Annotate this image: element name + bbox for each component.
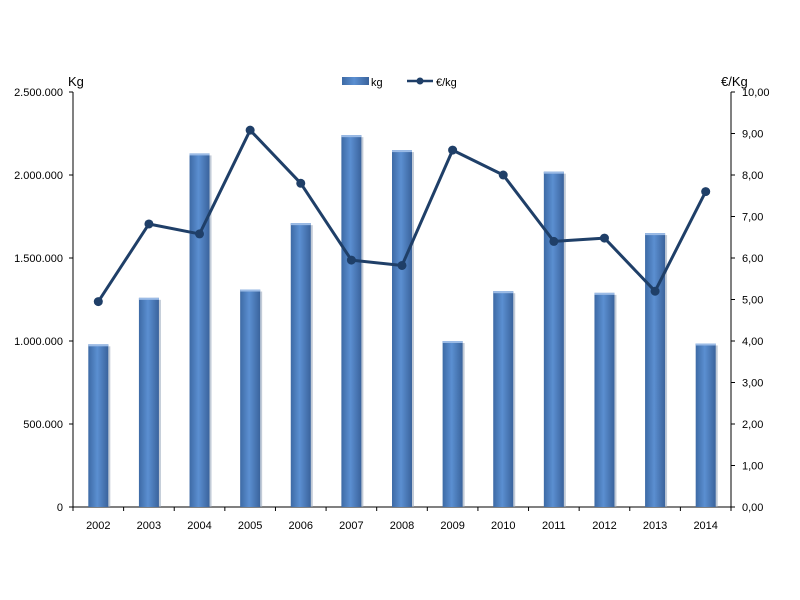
bar xyxy=(290,223,311,507)
price-point xyxy=(296,178,306,188)
bar-top xyxy=(594,292,615,295)
price-point xyxy=(549,236,559,246)
x-tick-label: 2007 xyxy=(339,520,363,532)
price-point xyxy=(599,233,609,243)
price-point xyxy=(195,229,205,239)
legend-kg-swatch xyxy=(342,77,369,85)
line-series xyxy=(93,125,711,307)
y-right-tick-label: 9,00 xyxy=(742,129,763,141)
y-left-tick-label: 2.500.000 xyxy=(14,87,63,99)
bar-top xyxy=(493,291,514,294)
y-left-tick-label: 1.500.000 xyxy=(14,253,63,265)
y-right-tick-label: 6,00 xyxy=(742,253,763,265)
y-right-tick-label: 8,00 xyxy=(742,170,763,182)
bar xyxy=(645,233,666,507)
price-point xyxy=(397,260,407,270)
y-left-ticks: 0 500.000 1.000.000 1.500.000 2.000.000 2.500… xyxy=(14,87,73,514)
y-right-tick-label: 4,00 xyxy=(742,336,763,348)
legend: kg €/kg xyxy=(342,77,457,89)
bar-top xyxy=(138,297,159,300)
bar-top xyxy=(341,135,362,138)
bar-top xyxy=(645,233,666,236)
bar-top xyxy=(290,223,311,226)
price-point xyxy=(701,187,711,197)
legend-eur-label: €/kg xyxy=(436,77,457,89)
price-point xyxy=(346,255,356,265)
x-ticks: 2002 2003 2004 2005 2006 2007 2008 2009 2010 2011… xyxy=(72,507,732,532)
y-right-tick-label: 5,00 xyxy=(742,295,763,307)
bar-top xyxy=(88,344,109,347)
y-right-tick-label: 10,00 xyxy=(742,87,770,99)
bar xyxy=(594,292,615,507)
price-point xyxy=(498,170,508,180)
x-tick-label: 2009 xyxy=(440,520,464,532)
y-right-tick-label: 3,00 xyxy=(742,378,763,390)
bar-top xyxy=(240,289,261,292)
bar xyxy=(240,289,261,507)
bar xyxy=(695,343,716,507)
bar-top xyxy=(392,150,412,153)
bar xyxy=(543,171,564,507)
bar-top xyxy=(543,171,564,174)
price-point xyxy=(245,125,255,135)
legend-kg-label: kg xyxy=(371,77,383,89)
x-tick-label: 2011 xyxy=(542,520,566,532)
x-tick-label: 2008 xyxy=(390,520,414,532)
y-right-tick-label: 2,00 xyxy=(742,419,763,431)
x-tick-label: 2006 xyxy=(289,520,313,532)
bar xyxy=(341,135,362,507)
bar xyxy=(392,150,412,507)
bar-top xyxy=(442,341,463,343)
x-tick-label: 2003 xyxy=(137,520,161,532)
bar-top xyxy=(189,153,210,156)
y-right-label: €/Kg xyxy=(721,74,748,89)
bar xyxy=(138,297,159,507)
y-left-label: Kg xyxy=(68,74,84,89)
y-right-ticks: 0,00 1,00 2,00 3,00 4,00 5,00 6,00 7,00 8,00 9,00… xyxy=(731,87,770,514)
bar xyxy=(88,344,109,507)
bar-top xyxy=(695,343,716,346)
y-right-tick-label: 7,00 xyxy=(742,212,763,224)
y-right-tick-label: 1,00 xyxy=(742,461,763,473)
x-tick-label: 2010 xyxy=(491,520,515,532)
bar xyxy=(493,291,514,507)
x-tick-label: 2013 xyxy=(643,520,667,532)
y-left-tick-label: 500.000 xyxy=(23,419,63,431)
x-tick-label: 2012 xyxy=(592,520,616,532)
price-point xyxy=(93,297,103,307)
y-right-tick-label: 0,00 xyxy=(742,502,763,514)
y-left-tick-label: 2.000.000 xyxy=(14,170,63,182)
x-tick-label: 2002 xyxy=(86,520,110,532)
price-point xyxy=(448,145,458,155)
y-left-tick-label: 0 xyxy=(57,502,63,514)
price-point xyxy=(650,286,660,296)
price-point xyxy=(144,219,154,229)
legend-eur-swatch-marker xyxy=(416,77,424,85)
x-tick-label: 2014 xyxy=(693,520,717,532)
bar-series xyxy=(88,135,718,508)
bar xyxy=(189,153,210,508)
y-left-tick-label: 1.000.000 xyxy=(14,336,63,348)
x-tick-label: 2005 xyxy=(238,520,262,532)
bar xyxy=(442,341,463,507)
x-tick-label: 2004 xyxy=(187,520,211,532)
